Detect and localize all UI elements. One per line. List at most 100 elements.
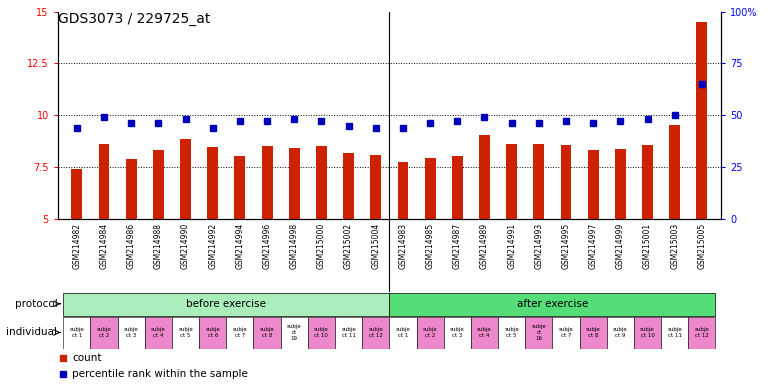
Bar [227, 318, 254, 349]
Text: GSM214998: GSM214998 [290, 223, 298, 269]
Text: GSM214987: GSM214987 [453, 223, 462, 269]
Bar [63, 293, 389, 316]
Bar [607, 318, 634, 349]
Text: GSM214993: GSM214993 [534, 223, 544, 269]
Text: protocol: protocol [15, 299, 57, 309]
Text: GSM214982: GSM214982 [72, 223, 82, 268]
Text: GDS3073 / 229725_at: GDS3073 / 229725_at [58, 12, 210, 25]
Text: individual: individual [6, 328, 57, 338]
Bar [443, 318, 471, 349]
Text: GSM214999: GSM214999 [616, 223, 625, 269]
Text: subje
ct 5: subje ct 5 [504, 327, 519, 338]
Text: GSM215005: GSM215005 [697, 223, 706, 269]
Text: GSM215000: GSM215000 [317, 223, 326, 269]
Text: GSM214990: GSM214990 [181, 223, 190, 269]
Bar [552, 318, 580, 349]
Text: GSM214992: GSM214992 [208, 223, 217, 269]
Text: GSM214994: GSM214994 [235, 223, 244, 269]
Text: GSM214995: GSM214995 [561, 223, 571, 269]
Text: after exercise: after exercise [517, 299, 588, 309]
Bar [153, 151, 163, 219]
Bar [696, 22, 707, 219]
Bar [669, 124, 680, 219]
Bar [90, 318, 118, 349]
Text: GSM215002: GSM215002 [344, 223, 353, 269]
Text: GSM215003: GSM215003 [670, 223, 679, 269]
Text: percentile rank within the sample: percentile rank within the sample [72, 369, 248, 379]
Bar [126, 159, 136, 219]
Bar [479, 135, 490, 219]
Text: subje
ct 7: subje ct 7 [233, 327, 247, 338]
Text: subje
ct 7: subje ct 7 [559, 327, 574, 338]
Bar [72, 169, 82, 219]
Text: before exercise: before exercise [187, 299, 266, 309]
Text: subje
ct 2: subje ct 2 [423, 327, 437, 338]
Bar [172, 318, 199, 349]
Text: subje
ct 4: subje ct 4 [477, 327, 492, 338]
Text: GSM214996: GSM214996 [263, 223, 271, 269]
Text: subje
ct 10: subje ct 10 [640, 327, 655, 338]
Bar [63, 318, 90, 349]
Text: GSM214991: GSM214991 [507, 223, 516, 269]
Text: subje
ct 8: subje ct 8 [260, 327, 274, 338]
Bar [507, 144, 517, 219]
Bar [370, 155, 381, 219]
Bar [234, 156, 245, 219]
Text: GSM214986: GSM214986 [126, 223, 136, 269]
Text: GSM215001: GSM215001 [643, 223, 652, 269]
Bar [99, 144, 109, 219]
Text: subje
ct 1: subje ct 1 [396, 327, 410, 338]
Text: subje
ct 3: subje ct 3 [124, 327, 139, 338]
Bar [534, 144, 544, 219]
Text: subje
ct 5: subje ct 5 [178, 327, 193, 338]
Bar [416, 318, 443, 349]
Bar [289, 148, 300, 219]
Text: subje
ct 9: subje ct 9 [613, 327, 628, 338]
Bar [615, 149, 626, 219]
Bar [425, 158, 436, 219]
Bar [634, 318, 661, 349]
Text: GSM214997: GSM214997 [589, 223, 598, 269]
Bar [343, 152, 354, 219]
Bar [335, 318, 362, 349]
Bar [316, 146, 327, 219]
Bar [180, 139, 191, 219]
Bar [498, 318, 525, 349]
Bar [588, 151, 598, 219]
Text: subje
ct 6: subje ct 6 [205, 327, 220, 338]
Bar [145, 318, 172, 349]
Bar [471, 318, 498, 349]
Text: subje
ct 10: subje ct 10 [314, 327, 328, 338]
Bar [398, 162, 409, 219]
Text: subje
ct 2: subje ct 2 [96, 327, 111, 338]
Bar [281, 318, 308, 349]
Bar [452, 156, 463, 219]
Bar [661, 318, 689, 349]
Text: subje
ct
16: subje ct 16 [531, 324, 546, 341]
Text: subje
ct 12: subje ct 12 [695, 327, 709, 338]
Text: subje
ct 11: subje ct 11 [342, 327, 356, 338]
Bar [308, 318, 335, 349]
Text: GSM215004: GSM215004 [372, 223, 380, 269]
Text: subje
ct 11: subje ct 11 [668, 327, 682, 338]
Text: subje
ct 1: subje ct 1 [69, 327, 84, 338]
Text: GSM214985: GSM214985 [426, 223, 435, 269]
Bar [254, 318, 281, 349]
Text: GSM214989: GSM214989 [480, 223, 489, 269]
Bar [207, 147, 218, 219]
Text: GSM214988: GSM214988 [154, 223, 163, 268]
Bar [689, 318, 715, 349]
Bar [525, 318, 552, 349]
Bar [118, 318, 145, 349]
Text: subje
ct 4: subje ct 4 [151, 327, 166, 338]
Bar [642, 145, 653, 219]
Bar [389, 293, 715, 316]
Bar [580, 318, 607, 349]
Bar [362, 318, 389, 349]
Text: count: count [72, 353, 102, 362]
Text: subje
ct 12: subje ct 12 [369, 327, 383, 338]
Bar [389, 318, 416, 349]
Bar [199, 318, 227, 349]
Text: GSM214984: GSM214984 [99, 223, 109, 269]
Bar [261, 146, 272, 219]
